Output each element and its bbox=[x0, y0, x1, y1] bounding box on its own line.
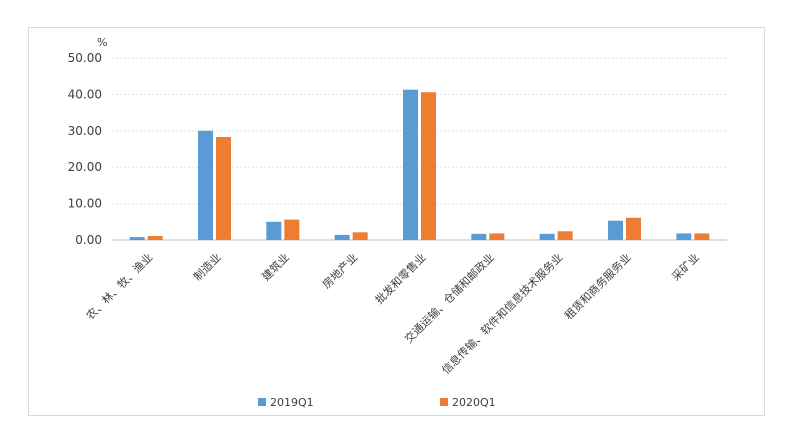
bar-2020Q1 bbox=[284, 219, 300, 240]
y-tick-label: 10.00 bbox=[68, 197, 102, 211]
legend: 2019Q1 2020Q1 bbox=[258, 396, 496, 409]
y-tick-label: 20.00 bbox=[68, 160, 102, 174]
category-label: 采矿业 bbox=[669, 251, 702, 284]
y-axis-unit: % bbox=[97, 36, 107, 49]
bar-2020Q1 bbox=[694, 233, 710, 240]
y-tick-label: 0.00 bbox=[75, 233, 102, 247]
x-axis-category-labels: 农、林、牧、渔业 制造业 建筑业 房地产业 批发和零售业交通运输、仓储和邮政业信息传输、… bbox=[83, 250, 702, 377]
category-label: 租赁和商务服务业 bbox=[561, 250, 633, 322]
bar-2019Q1 bbox=[471, 233, 487, 240]
category-label: 建筑业 bbox=[259, 250, 292, 283]
bar-2019Q1 bbox=[403, 89, 418, 240]
legend-swatch bbox=[440, 398, 448, 406]
bar-2019Q1 bbox=[539, 233, 555, 240]
bar-2020Q1 bbox=[147, 235, 163, 240]
y-tick-label: 30.00 bbox=[68, 124, 102, 138]
y-tick-label: 50.00 bbox=[68, 51, 102, 65]
bar-2019Q1 bbox=[676, 233, 692, 240]
legend-label: 2019Q1 bbox=[270, 396, 314, 409]
bar-2020Q1 bbox=[352, 232, 368, 240]
bar-2020Q1 bbox=[626, 217, 641, 240]
category-label: 农、林、牧、渔业 bbox=[83, 250, 155, 322]
category-label: 制造业 bbox=[190, 250, 223, 283]
chart-frame bbox=[28, 27, 765, 416]
legend-label: 2020Q1 bbox=[452, 396, 496, 409]
legend-swatch bbox=[258, 398, 266, 406]
bars bbox=[129, 89, 710, 240]
bar-2020Q1 bbox=[489, 233, 505, 240]
bar-2019Q1 bbox=[129, 237, 145, 240]
category-label: 房地产业 bbox=[319, 250, 360, 291]
bar-2020Q1 bbox=[421, 92, 436, 240]
y-axis-ticks: 0.00 10.00 20.00 30.00 40.00 50.00 bbox=[68, 51, 102, 247]
category-label: 信息传输、软件和信息技术服务业 bbox=[439, 250, 566, 377]
gridlines bbox=[112, 57, 727, 241]
category-label: 批发和零售业 bbox=[372, 250, 429, 307]
bar-2020Q1 bbox=[216, 136, 231, 240]
bar-2019Q1 bbox=[198, 130, 213, 240]
bar-2019Q1 bbox=[608, 220, 623, 240]
bar-2019Q1 bbox=[266, 221, 282, 240]
bar-2020Q1 bbox=[557, 231, 573, 240]
y-tick-label: 40.00 bbox=[68, 87, 102, 101]
bar-2019Q1 bbox=[334, 234, 350, 240]
